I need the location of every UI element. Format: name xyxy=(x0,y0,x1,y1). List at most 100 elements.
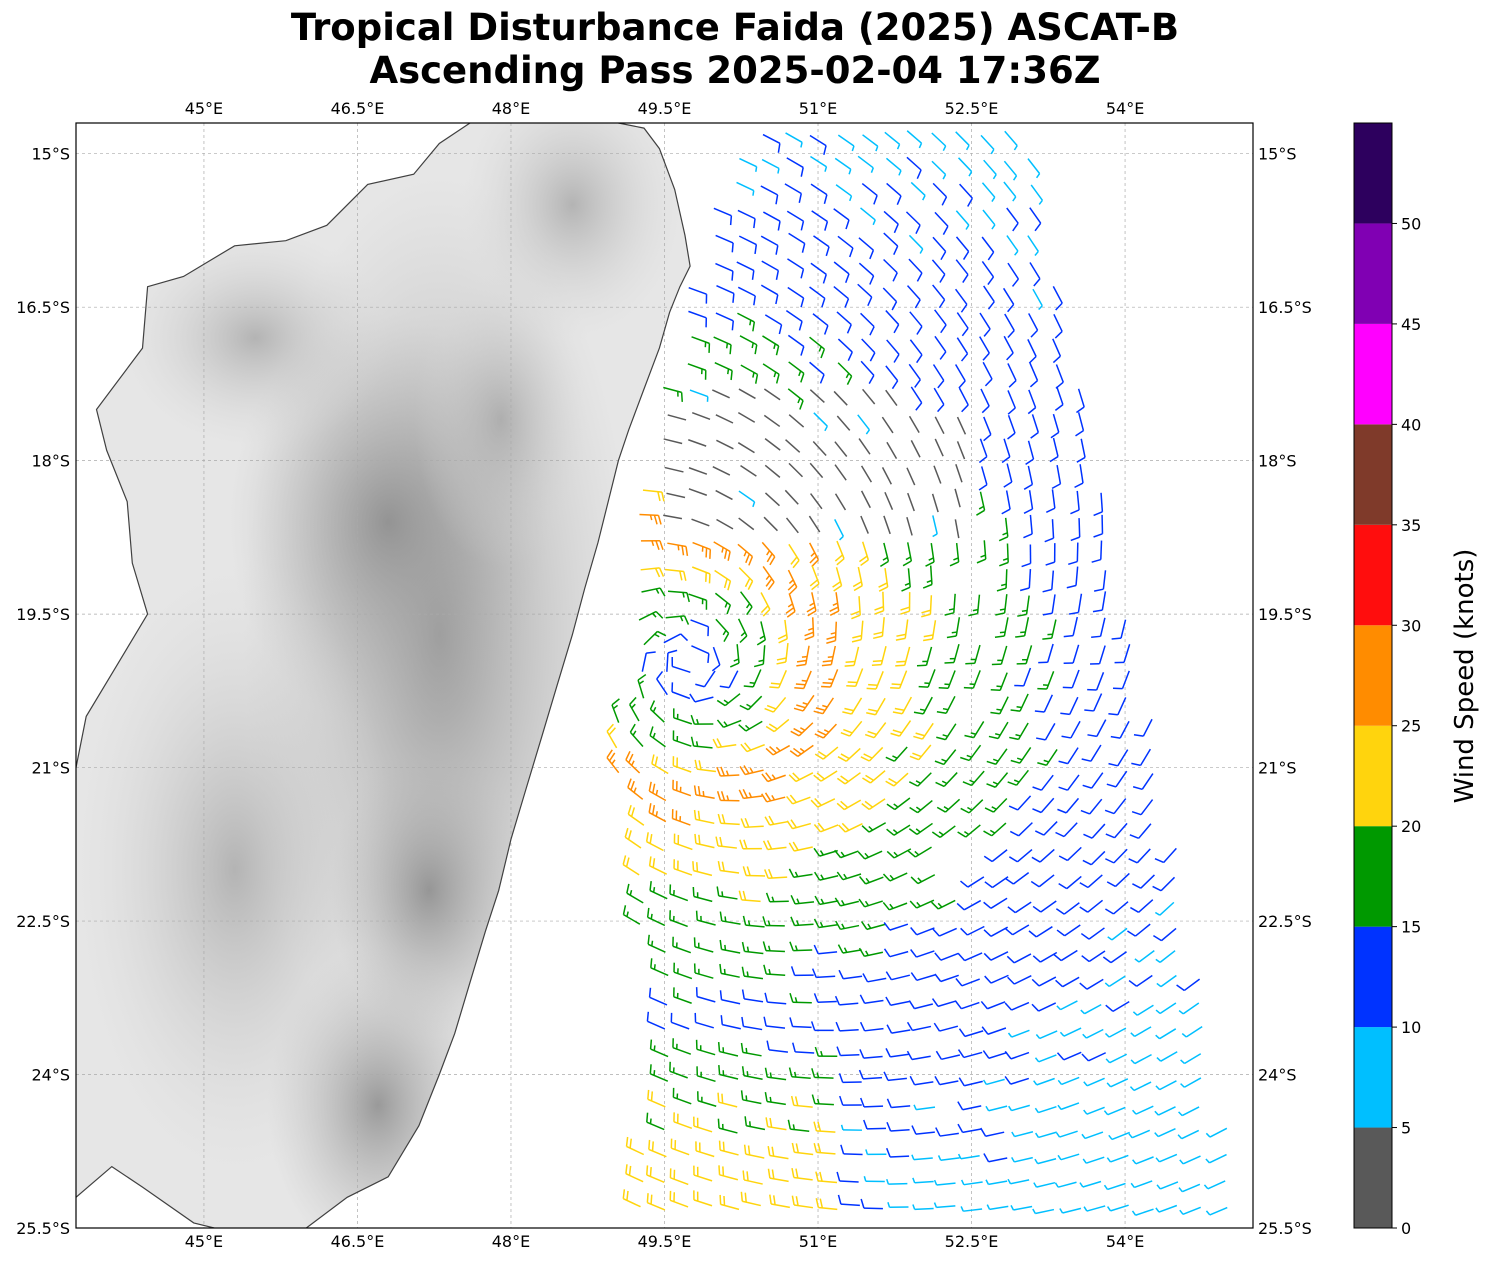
wind-barb xyxy=(913,722,934,740)
wind-barb xyxy=(788,841,813,852)
wind-barb xyxy=(760,185,779,205)
wind-barb xyxy=(791,1142,814,1156)
wind-barb xyxy=(1091,540,1103,563)
wind-barb xyxy=(908,822,933,836)
wind-barb xyxy=(1035,1131,1057,1139)
wind-barb xyxy=(1156,974,1177,988)
wind-barb xyxy=(834,493,847,511)
wind-barb xyxy=(788,772,814,783)
wind-barb xyxy=(1106,1154,1129,1163)
wind-barb xyxy=(907,492,915,512)
coastline xyxy=(76,123,691,1228)
wind-barb xyxy=(1079,874,1103,889)
colorbar-swatch xyxy=(1354,1127,1392,1228)
wind-barb xyxy=(1007,363,1017,388)
wind-barb xyxy=(1133,718,1153,737)
wind-barb xyxy=(764,696,787,713)
wind-barb xyxy=(1007,901,1032,914)
wind-barb xyxy=(763,388,781,401)
wind-barb xyxy=(763,414,781,428)
colorbar-frame xyxy=(1353,122,1393,1229)
wind-barb xyxy=(1153,927,1177,942)
wind-barb xyxy=(719,963,740,978)
lat-tick-right: 15°S xyxy=(1258,145,1297,164)
wind-barb xyxy=(716,766,740,777)
wind-barb xyxy=(1006,235,1019,256)
wind-barb xyxy=(935,1127,959,1137)
wind-barb xyxy=(883,515,891,535)
wind-barb xyxy=(860,1097,884,1108)
wind-barb xyxy=(986,748,1008,765)
wind-barb xyxy=(957,1153,980,1160)
wind-barb xyxy=(743,669,762,688)
lat-tick-left: 16.5°S xyxy=(16,298,70,317)
wind-barb xyxy=(784,183,803,203)
wind-barb xyxy=(886,1121,910,1132)
wind-barb xyxy=(669,1190,689,1208)
wind-barb xyxy=(1055,822,1078,838)
wind-barb xyxy=(691,645,710,664)
wind-barb xyxy=(910,949,935,958)
wind-barb xyxy=(1004,1076,1030,1085)
wind-barb xyxy=(740,742,765,753)
wind-barb xyxy=(890,720,912,737)
wind-barb xyxy=(784,489,799,505)
wind-barb xyxy=(760,235,779,255)
wind-barb xyxy=(933,465,942,484)
wind-barb xyxy=(908,258,923,282)
wind-barb xyxy=(1014,667,1032,687)
wind-barb xyxy=(1132,1105,1154,1115)
wind-barb xyxy=(960,1179,983,1186)
lon-tick-top: 54°E xyxy=(1106,99,1144,118)
wind-barb xyxy=(789,1017,812,1029)
wind-barb xyxy=(860,746,884,762)
wind-barb xyxy=(910,386,923,411)
wind-barb xyxy=(741,1016,763,1031)
wind-barb xyxy=(763,964,786,977)
wind-barb xyxy=(980,134,995,155)
wind-barb xyxy=(1131,748,1152,767)
wind-barb xyxy=(908,772,932,787)
wind-barb xyxy=(763,1016,786,1029)
wind-barb xyxy=(908,234,924,254)
wind-barb xyxy=(1128,1129,1151,1139)
wind-barb xyxy=(813,1121,836,1133)
wind-barb xyxy=(900,592,911,615)
wind-barb xyxy=(834,464,847,481)
wind-barb xyxy=(764,1067,787,1081)
wind-barb xyxy=(832,567,843,592)
wind-barb xyxy=(1029,262,1041,287)
wind-barb xyxy=(932,284,946,309)
wind-barb xyxy=(931,160,947,180)
wind-barb xyxy=(936,695,956,714)
wind-barb xyxy=(1154,1106,1176,1116)
wind-barb xyxy=(1053,313,1063,339)
wind-barb xyxy=(716,791,740,802)
wind-barb xyxy=(981,236,995,261)
wind-barb xyxy=(648,803,667,823)
wind-barb xyxy=(712,738,737,749)
wind-barb xyxy=(1058,774,1080,791)
wind-barb xyxy=(715,618,730,643)
wind-barb xyxy=(862,973,887,983)
wind-barb xyxy=(714,569,732,591)
wind-barb xyxy=(789,992,812,1004)
wind-barb xyxy=(695,670,716,688)
wind-barb xyxy=(689,389,709,402)
wind-barb xyxy=(906,1050,931,1061)
wind-barb xyxy=(882,287,898,311)
wind-barb xyxy=(786,794,811,805)
wind-barb xyxy=(886,824,911,836)
wind-barb xyxy=(1083,1077,1105,1087)
wind-barb xyxy=(790,916,814,927)
wind-barb xyxy=(1083,1106,1105,1115)
wind-barb xyxy=(979,312,991,337)
wind-barb xyxy=(1130,1053,1152,1065)
wind-barb xyxy=(1057,1153,1080,1161)
wind-barb xyxy=(1034,821,1058,836)
wind-barb xyxy=(982,361,993,387)
wind-barb xyxy=(931,998,957,1008)
wind-barb xyxy=(909,1075,934,1086)
wind-barb xyxy=(1068,593,1083,615)
wind-barb xyxy=(1130,1180,1153,1189)
